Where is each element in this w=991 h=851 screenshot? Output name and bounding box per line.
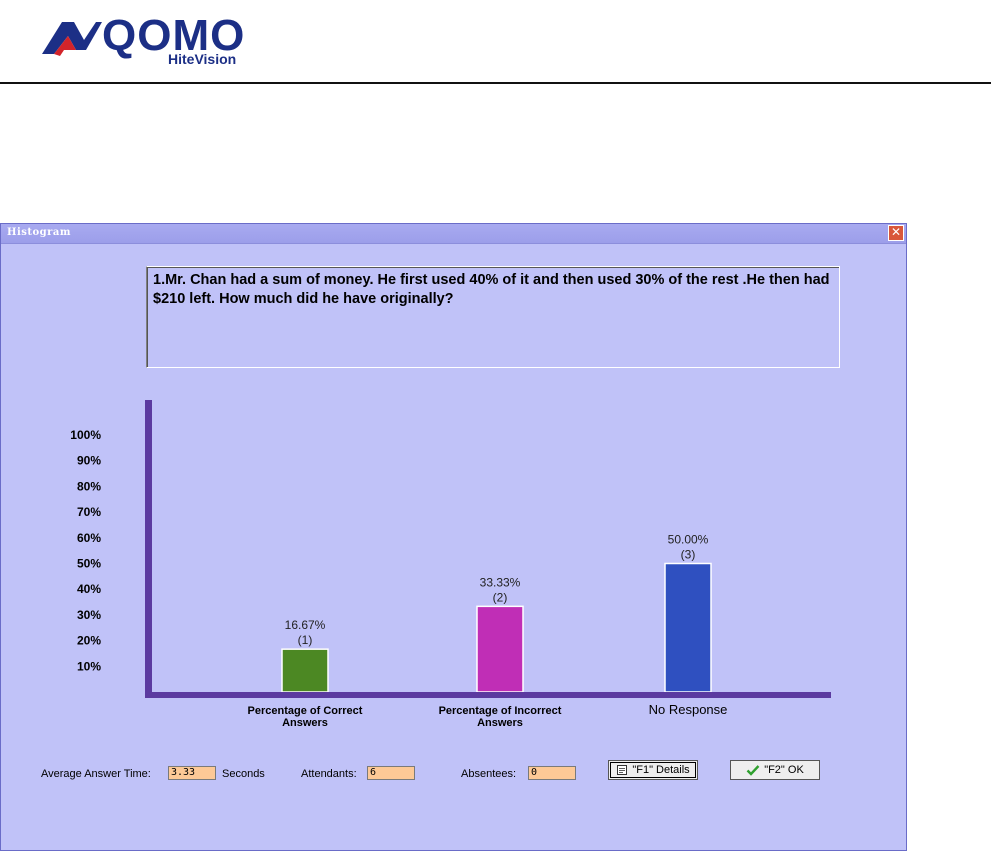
x-category-label: No Response [649, 702, 728, 717]
qomo-logo: QOMO HiteVision [40, 12, 280, 72]
attendants-label: Attendants: [301, 768, 357, 780]
x-category-label: Percentage of Correct Answers [248, 705, 363, 729]
bar-count-label: (2) [493, 590, 508, 604]
y-tick-label: 40% [77, 582, 101, 596]
header-divider [0, 82, 991, 84]
avg-time-field[interactable]: 3.33 [168, 766, 216, 780]
logo-subtitle: HiteVision [168, 51, 237, 67]
question-text: 1.Mr. Chan had a sum of money. He first … [153, 272, 830, 307]
y-tick-label: 70% [77, 505, 101, 519]
absentees-field[interactable]: 0 [528, 766, 576, 780]
y-tick-label: 100% [70, 428, 101, 442]
y-tick-label: 10% [77, 659, 101, 673]
y-tick-label: 30% [77, 608, 101, 622]
window-titlebar[interactable]: Histogram ✕ [1, 224, 906, 244]
bar-value-label: 50.00% [668, 533, 709, 547]
bar-value-label: 33.33% [480, 575, 521, 589]
histogram-chart: 10% 20% 30% 40% 50% 60% 70% 80% 90% 100% 16.67%(1… [70, 400, 831, 729]
x-category-label: Percentage of Incorrect Answers [439, 705, 562, 729]
bar-2 [476, 605, 524, 693]
histogram-window: Histogram ✕ 1.Mr. Chan had a sum of mone… [0, 223, 907, 851]
window-title: Histogram [7, 227, 71, 238]
y-tick-label: 90% [77, 454, 101, 468]
y-tick-label: 60% [77, 531, 101, 545]
y-axis [145, 400, 152, 698]
y-tick-label: 20% [77, 634, 101, 648]
logo-mark-icon [42, 22, 102, 56]
document-icon [617, 765, 628, 775]
close-button[interactable]: ✕ [888, 225, 904, 241]
ok-button[interactable]: "F2" OK [730, 760, 820, 780]
details-button[interactable]: "F1" Details [608, 760, 698, 780]
details-button-label: "F1" Details [632, 764, 690, 776]
absentees-label: Absentees: [461, 768, 517, 780]
ok-button-label: "F2" OK [764, 764, 804, 776]
check-icon [746, 765, 760, 776]
avg-time-label: Average Answer Time: [41, 768, 151, 780]
bar-count-label: (1) [298, 633, 313, 647]
y-tick-label: 80% [77, 479, 101, 493]
y-tick-label: 50% [77, 557, 101, 571]
logo-word: QOMO [102, 11, 246, 60]
bar-count-label: (3) [681, 548, 696, 562]
close-icon: ✕ [890, 225, 902, 239]
seconds-label: Seconds [222, 768, 265, 780]
bar-3 [664, 562, 712, 693]
attendants-field[interactable]: 6 [367, 766, 415, 780]
bar-1 [281, 648, 329, 693]
question-text-box[interactable]: 1.Mr. Chan had a sum of money. He first … [146, 266, 840, 368]
bar-value-label: 16.67% [285, 618, 326, 632]
x-axis [145, 692, 831, 698]
